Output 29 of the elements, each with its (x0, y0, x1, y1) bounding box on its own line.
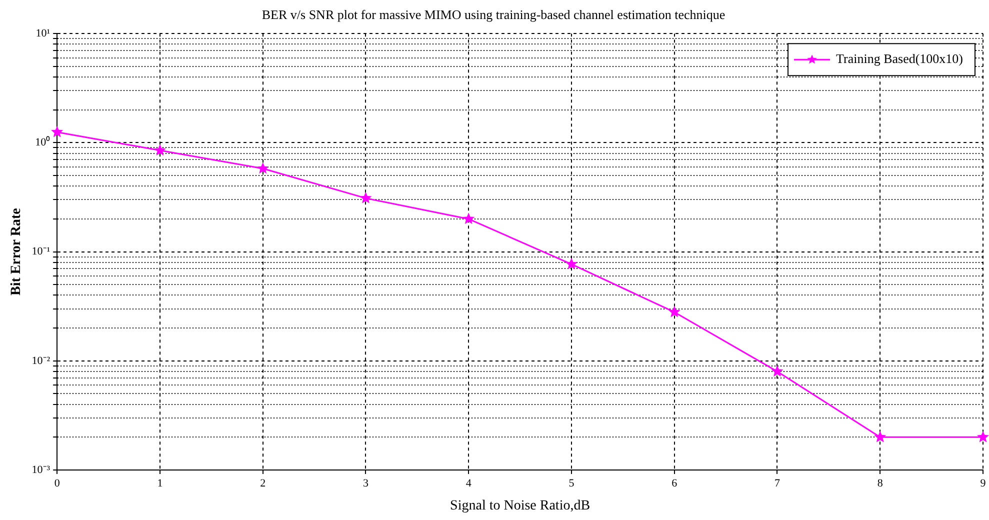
y-tick-label: 10⁻³ (32, 464, 51, 476)
y-tick-label: 10⁰ (35, 136, 50, 149)
x-axis-title: Signal to Noise Ratio,dB (450, 498, 590, 514)
point (669, 306, 680, 317)
x-tick-label: 4 (466, 477, 472, 490)
x-tick-label: 1 (157, 477, 163, 490)
point (978, 432, 988, 442)
y-tick-label: 10¹ (36, 27, 50, 40)
point (874, 432, 886, 442)
point (463, 213, 474, 224)
y-tick-label: 10⁻¹ (32, 246, 50, 258)
point (566, 258, 577, 269)
x-tick-label: 8 (877, 477, 884, 490)
x-tick-label: 2 (260, 477, 266, 490)
x-tick-label: 7 (774, 477, 780, 490)
x-tick-label: 9 (980, 477, 986, 490)
point (360, 192, 371, 203)
point (772, 366, 782, 376)
y-tick-label: 10⁻² (32, 354, 51, 367)
x-tick-label: 6 (672, 477, 678, 490)
y-axis-title: Bit Error Rate (9, 208, 24, 296)
point (154, 144, 166, 155)
chart-title: BER v/s SNR plot for massive MIMO using training-based channel estimation technique (262, 7, 726, 22)
x-tick-label: 5 (568, 477, 575, 490)
legend-label: Training Based(100x10) (836, 51, 964, 66)
point (258, 163, 268, 174)
x-tick-label: 3 (362, 477, 369, 490)
point (52, 126, 62, 137)
x-tick-label: 0 (54, 477, 60, 490)
